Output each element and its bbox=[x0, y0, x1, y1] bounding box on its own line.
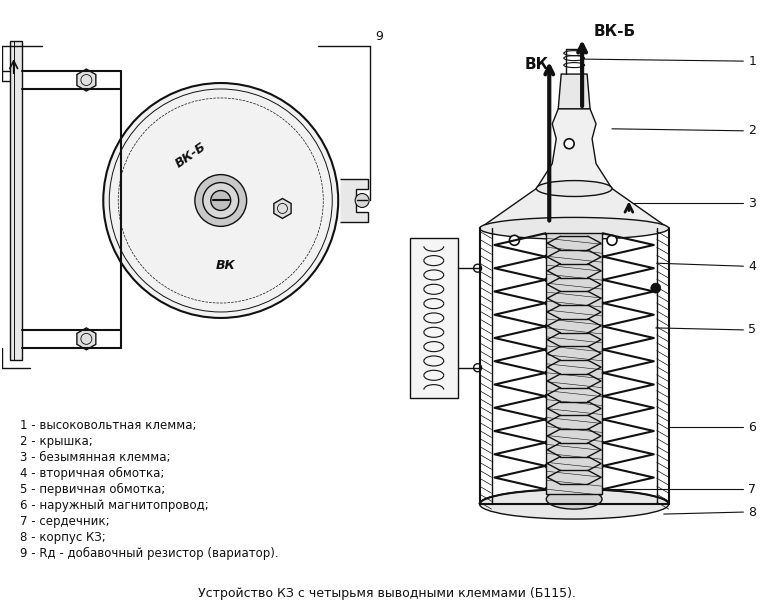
Text: Устройство КЗ с четырьмя выводными клеммами (Б115).: Устройство КЗ с четырьмя выводными клемм… bbox=[197, 586, 576, 600]
Polygon shape bbox=[274, 198, 291, 219]
Text: 3 - безымянная клемма;: 3 - безымянная клемма; bbox=[19, 452, 170, 464]
Text: 6 - наружный магнитопровод;: 6 - наружный магнитопровод; bbox=[19, 499, 209, 512]
Text: 5: 5 bbox=[748, 323, 756, 336]
Circle shape bbox=[355, 193, 369, 208]
Circle shape bbox=[474, 264, 482, 272]
Text: 3: 3 bbox=[748, 197, 756, 210]
Text: 5 - первичная обмотка;: 5 - первичная обмотка; bbox=[19, 483, 165, 496]
Circle shape bbox=[564, 139, 574, 148]
Circle shape bbox=[607, 235, 617, 245]
Circle shape bbox=[104, 83, 339, 318]
Ellipse shape bbox=[536, 180, 612, 197]
Bar bbox=[410, 238, 458, 397]
Text: 4 - вторичная обмотка;: 4 - вторичная обмотка; bbox=[19, 468, 164, 480]
Circle shape bbox=[211, 190, 230, 211]
Ellipse shape bbox=[547, 489, 602, 509]
Circle shape bbox=[651, 283, 661, 293]
Text: 9 - Rд - добавочный резистор (вариатор).: 9 - Rд - добавочный резистор (вариатор). bbox=[19, 547, 278, 560]
Text: 1: 1 bbox=[748, 55, 756, 68]
Text: 8: 8 bbox=[748, 506, 756, 519]
Polygon shape bbox=[558, 74, 590, 109]
Bar bbox=[10, 41, 22, 360]
Text: ВК-Б: ВК-Б bbox=[173, 140, 209, 171]
Text: 8 - корпус КЗ;: 8 - корпус КЗ; bbox=[19, 531, 105, 544]
Text: 6: 6 bbox=[748, 421, 756, 434]
Text: 2 - крышка;: 2 - крышка; bbox=[19, 436, 93, 448]
Text: ВК: ВК bbox=[524, 57, 549, 71]
Text: 7: 7 bbox=[748, 483, 756, 496]
Polygon shape bbox=[77, 328, 96, 350]
Text: ВК-Б: ВК-Б bbox=[594, 24, 636, 39]
Polygon shape bbox=[340, 179, 368, 222]
Circle shape bbox=[203, 182, 239, 219]
Text: 9: 9 bbox=[375, 30, 383, 43]
Ellipse shape bbox=[479, 489, 669, 519]
Polygon shape bbox=[479, 188, 669, 229]
Circle shape bbox=[509, 235, 519, 245]
Polygon shape bbox=[536, 109, 612, 188]
Bar bbox=[547, 233, 602, 494]
Text: 4: 4 bbox=[748, 260, 756, 273]
Text: ВК: ВК bbox=[216, 259, 236, 272]
Circle shape bbox=[195, 174, 247, 226]
Ellipse shape bbox=[479, 217, 669, 239]
Text: 7 - сердечник;: 7 - сердечник; bbox=[19, 515, 109, 528]
Text: 1 - высоковольтная клемма;: 1 - высоковольтная клемма; bbox=[19, 419, 196, 432]
Circle shape bbox=[474, 363, 482, 371]
Text: 2: 2 bbox=[748, 124, 756, 137]
Polygon shape bbox=[77, 69, 96, 91]
